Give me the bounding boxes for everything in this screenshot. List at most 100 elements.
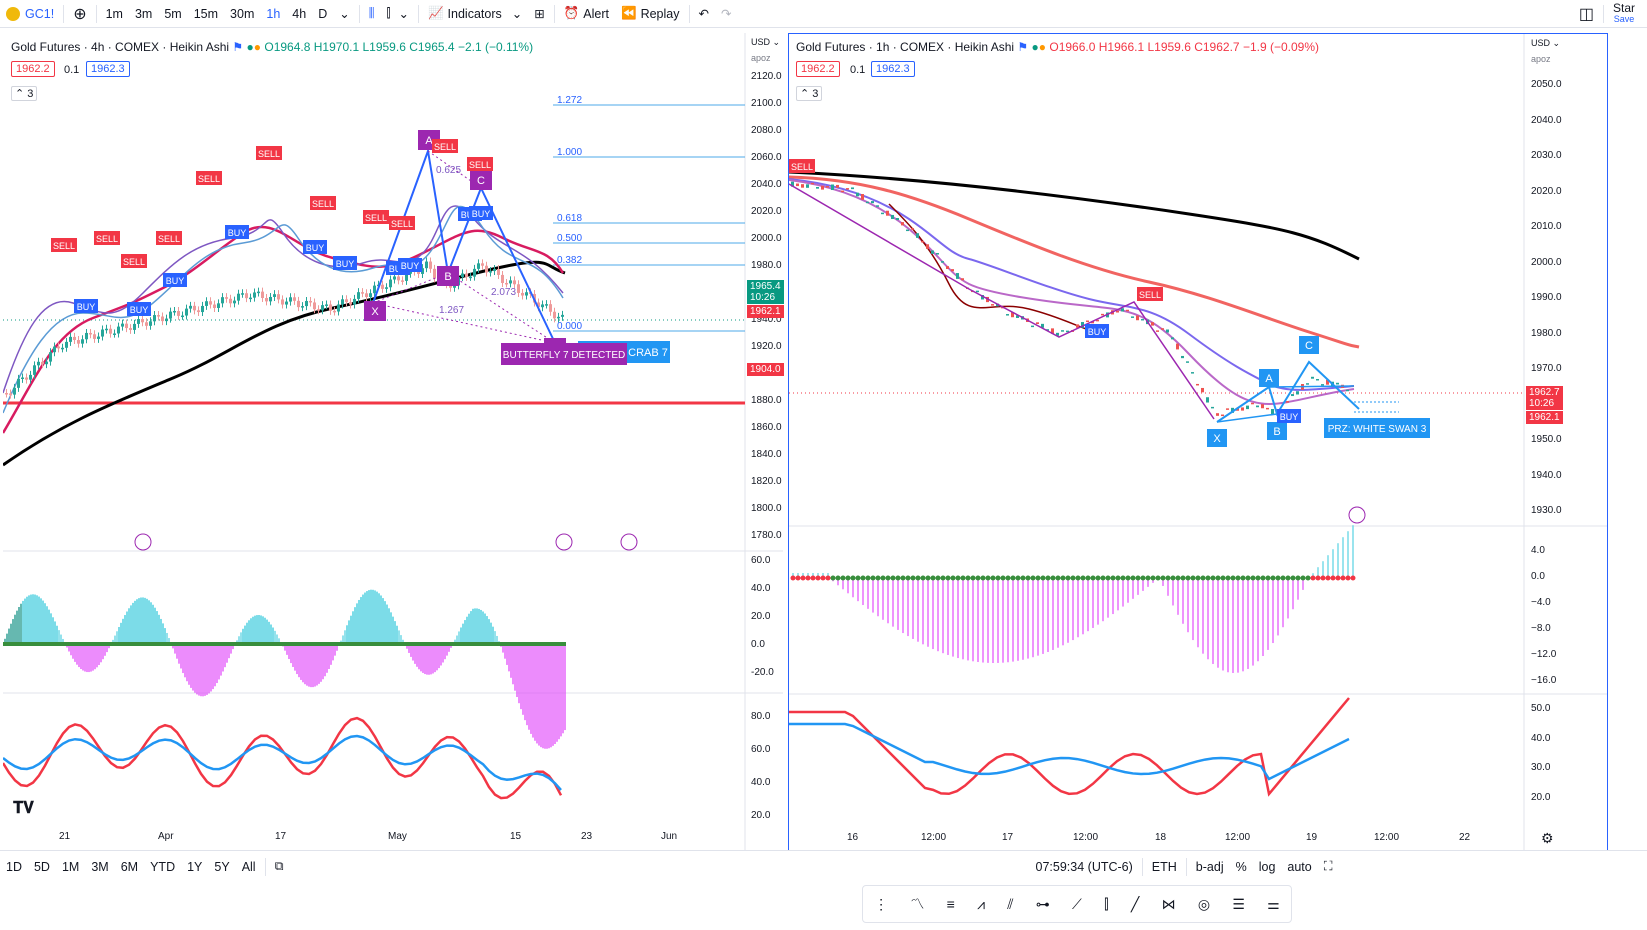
redo-button[interactable]: ↷ — [715, 0, 737, 28]
trend-line-icon[interactable]: ⟋ — [1072, 895, 1082, 912]
sell-signal-label[interactable]: SELL — [121, 254, 147, 268]
event-marker-icon[interactable] — [134, 533, 152, 551]
currency-label[interactable]: USD ⌄ — [751, 37, 781, 47]
settings-lines-icon[interactable]: ⚌ — [1267, 895, 1280, 912]
buy-signal-label[interactable]: BUY — [303, 240, 327, 254]
left-chart-legend[interactable]: Gold Futures · 4h · COMEX · Heikin Ashi … — [11, 40, 533, 54]
indicators-collapse-button[interactable]: ⌃ 3 — [796, 86, 823, 101]
left-chart-canvas[interactable]: A C B X D 0.625 2.073 1.267 1.272 1.000 … — [3, 33, 783, 868]
pattern-point-b[interactable]: B — [1267, 422, 1287, 440]
range-5d[interactable]: 5D — [33, 859, 50, 874]
range-6m[interactable]: 6M — [120, 859, 139, 874]
bid-price-box[interactable]: 1962.2 — [11, 61, 55, 77]
left-chart-panel[interactable]: A C B X D 0.625 2.073 1.267 1.272 1.000 … — [3, 33, 784, 868]
interval-1m[interactable]: 1m — [105, 6, 123, 21]
fib-retracement[interactable] — [553, 104, 745, 332]
elliott-wave-icon[interactable]: 〽 — [910, 896, 925, 912]
abc-pattern-icon[interactable]: ⩘ — [977, 895, 985, 912]
goto-date-button[interactable]: ⧉ — [269, 853, 290, 881]
sell-signal-label[interactable]: SELL — [467, 157, 493, 171]
sell-signal-label[interactable]: SELL — [94, 231, 120, 245]
symbol-search-button[interactable]: GC1! — [0, 0, 60, 28]
alert-button[interactable]: ⏰ Alert — [558, 0, 615, 28]
log-toggle[interactable]: log — [1258, 859, 1276, 874]
right-chart-panel[interactable]: A C X B PRZ: WHITE SWAN 3 SELL SELL BUY BUY… — [788, 33, 1608, 868]
ask-price-box[interactable]: 1962.3 — [86, 61, 130, 77]
right-chart-canvas[interactable]: A C X B PRZ: WHITE SWAN 3 SELL SELL BUY BUY — [789, 34, 1607, 867]
horizontal-ray-icon[interactable]: ⊶ — [1035, 895, 1050, 912]
layout-button[interactable]: ◫ — [1573, 0, 1600, 28]
drag-handle-icon[interactable]: ⋮ — [874, 895, 889, 912]
range-5y[interactable]: 5Y — [214, 859, 230, 874]
indicators-button[interactable]: 📈 Indicators ⌄ — [422, 0, 528, 28]
trend-lines[interactable] — [789, 183, 1215, 420]
parallel-channel-icon[interactable]: ⫽ — [1007, 895, 1014, 912]
range-1m[interactable]: 1M — [61, 859, 80, 874]
clock-time[interactable]: 07:59:34 (UTC-6) — [1035, 859, 1133, 874]
buy-signal-label[interactable]: BUY — [398, 258, 422, 272]
b-adj-toggle[interactable]: b-adj — [1195, 859, 1224, 874]
percent-toggle[interactable]: % — [1235, 859, 1247, 874]
interval-15m[interactable]: 15m — [193, 6, 219, 21]
prz-label[interactable]: PRZ: WHITE SWAN 3 — [1324, 418, 1430, 438]
fullscreen-button[interactable]: ⛶ — [1318, 853, 1339, 881]
ask-price-box[interactable]: 1962.3 — [871, 61, 915, 77]
range-1d[interactable]: 1D — [6, 859, 22, 874]
buy-signal-label[interactable]: BUY — [225, 225, 249, 239]
buy-signal-label[interactable]: BUY — [127, 302, 151, 316]
save-button[interactable]: Star Save — [1607, 0, 1647, 28]
auto-toggle[interactable]: auto — [1287, 859, 1312, 874]
interval-4h[interactable]: 4h — [292, 6, 307, 21]
pattern-point-b[interactable]: B — [437, 266, 459, 286]
right-chart-legend[interactable]: Gold Futures · 1h · COMEX · Heikin Ashi … — [796, 40, 1319, 54]
pattern-point-c[interactable]: C — [470, 170, 492, 190]
buy-signal-label[interactable]: BUY — [1277, 409, 1301, 423]
sell-signal-label[interactable]: SELL — [789, 159, 815, 173]
event-marker-icon[interactable] — [555, 533, 573, 551]
bar-style-button[interactable]: ⫼ — [363, 0, 381, 28]
buy-signal-label[interactable]: BUY — [1085, 324, 1109, 338]
bid-price-box[interactable]: 1962.2 — [796, 61, 840, 77]
sell-signal-label[interactable]: SELL — [1137, 287, 1163, 301]
event-marker-icon[interactable] — [1348, 506, 1366, 524]
fib-spiral-icon[interactable]: ◎ — [1197, 895, 1211, 912]
sell-signal-label[interactable]: SELL — [196, 171, 222, 185]
event-marker-icon[interactable] — [620, 533, 638, 551]
settings-gear-icon[interactable]: ⚙ — [1541, 830, 1554, 846]
pattern-point-x[interactable]: X — [364, 301, 386, 321]
butterfly-pattern-label[interactable]: BUTTERFLY 7 DETECTED — [501, 343, 627, 365]
xabcd-pattern-icon[interactable]: ⋈ — [1161, 895, 1176, 912]
session-button[interactable]: ETH — [1151, 859, 1177, 874]
interval-5m[interactable]: 5m — [164, 6, 182, 21]
interval-d[interactable]: D — [318, 6, 328, 21]
buy-signal-label[interactable]: BUY — [333, 256, 357, 270]
bars-pattern-icon[interactable]: ⫿ — [1104, 895, 1109, 912]
indicators-collapse-button[interactable]: ⌃ 3 — [11, 86, 38, 101]
sell-signal-label[interactable]: SELL — [389, 216, 415, 230]
pitchfork-icon[interactable]: ≡ — [946, 896, 955, 912]
sell-signal-label[interactable]: SELL — [363, 210, 389, 224]
range-3m[interactable]: 3M — [91, 859, 109, 874]
buy-signal-label[interactable]: BUY — [163, 273, 187, 287]
add-symbol-button[interactable]: ⊕ — [67, 0, 92, 28]
range-ytd[interactable]: YTD — [150, 859, 176, 874]
candles-button[interactable]: ⫿ ⌄ — [380, 0, 415, 28]
sell-signal-label[interactable]: SELL — [256, 146, 282, 160]
sell-signal-label[interactable]: SELL — [51, 238, 77, 252]
interval-30m[interactable]: 30m — [230, 6, 255, 21]
pattern-point-x[interactable]: X — [1207, 429, 1227, 447]
sell-signal-label[interactable]: SELL — [432, 139, 458, 153]
undo-button[interactable]: ↶ — [693, 0, 715, 28]
pattern-point-a[interactable]: A — [1259, 369, 1279, 387]
interval-3m[interactable]: 3m — [134, 6, 153, 21]
replay-button[interactable]: ⏪ Replay — [615, 0, 686, 28]
range-all[interactable]: All — [241, 859, 256, 874]
sell-signal-label[interactable]: SELL — [156, 231, 182, 245]
pattern-point-c[interactable]: C — [1299, 336, 1319, 354]
ray-icon[interactable]: ╱ — [1130, 895, 1140, 912]
buy-signal-label[interactable]: BUY — [469, 206, 493, 220]
currency-label[interactable]: USD ⌄ — [1531, 38, 1561, 48]
gann-box-icon[interactable]: ☰ — [1232, 895, 1245, 912]
templates-button[interactable]: ⊞ — [528, 0, 550, 28]
interval-dropdown[interactable]: ⌄ — [333, 0, 355, 28]
